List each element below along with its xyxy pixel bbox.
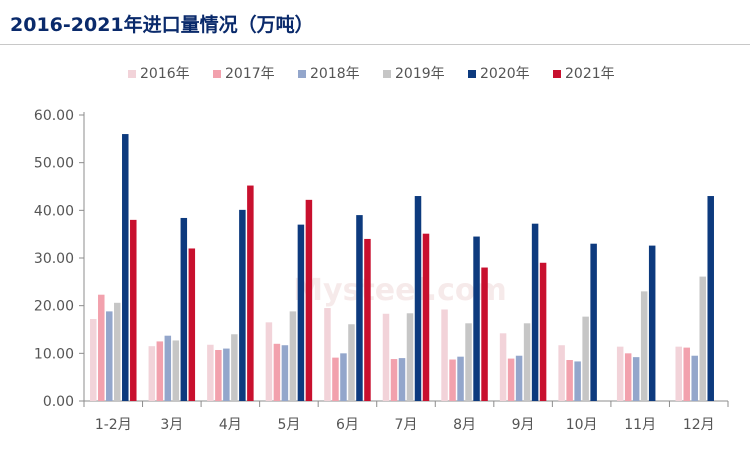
y-tick-label: 30.00 [34, 251, 74, 267]
bar [207, 344, 214, 401]
bar [574, 361, 581, 401]
legend-swatch [553, 70, 561, 78]
bar [683, 347, 690, 401]
bar [265, 322, 273, 401]
x-tick-label: 6月 [336, 417, 359, 433]
y-tick-label: 10.00 [34, 346, 74, 362]
bar [348, 324, 355, 401]
bar [90, 319, 97, 401]
legend-swatch [383, 70, 391, 78]
bar [130, 219, 137, 401]
y-tick-label: 60.00 [34, 108, 74, 124]
legend-label: 2021年 [565, 66, 615, 82]
bar [457, 356, 464, 401]
bar [481, 267, 488, 401]
chart-title: 2016-2021年进口量情况（万吨） [10, 14, 314, 36]
legend-swatch [128, 70, 136, 78]
x-tick-label: 9月 [512, 417, 535, 433]
bar [188, 248, 196, 401]
x-tick-label: 11月 [624, 417, 656, 433]
bar [382, 313, 390, 401]
legend-label: 2019年 [395, 66, 445, 82]
bar [297, 224, 305, 401]
bar [558, 345, 565, 401]
bar [473, 236, 480, 401]
bar [390, 359, 398, 401]
legend-label: 2020年 [480, 66, 530, 82]
bar [324, 308, 331, 401]
x-tick-label: 10月 [566, 417, 598, 433]
bar [465, 323, 472, 401]
x-tick-label: 8月 [453, 417, 476, 433]
bar [114, 302, 121, 401]
x-tick-label: 5月 [277, 417, 300, 433]
bar [422, 233, 430, 401]
bar [332, 357, 339, 401]
bar [106, 311, 113, 401]
bar [523, 323, 531, 401]
bar [223, 348, 230, 401]
bar [648, 245, 656, 401]
bar [172, 340, 180, 401]
bar [180, 217, 188, 401]
bar [515, 355, 523, 401]
legend-swatch [213, 70, 221, 78]
x-tick-label: 1-2月 [95, 417, 132, 433]
bar [148, 346, 156, 401]
bar [414, 196, 422, 401]
y-tick-label: 0.00 [43, 394, 74, 410]
legend-label: 2016年 [140, 66, 190, 82]
bar [590, 243, 597, 401]
bar [582, 316, 589, 401]
y-tick-label: 20.00 [34, 299, 74, 315]
bar [231, 334, 238, 401]
y-tick-label: 50.00 [34, 156, 74, 172]
bar [340, 353, 347, 401]
bar [640, 291, 648, 401]
bar [281, 345, 289, 401]
bar [356, 215, 363, 401]
bar [691, 355, 698, 401]
bar [675, 346, 682, 401]
x-tick-label: 4月 [219, 417, 242, 433]
bar [156, 341, 164, 401]
bar [98, 294, 105, 401]
bar [707, 196, 714, 401]
bar [616, 346, 624, 401]
legend-label: 2018年 [310, 66, 360, 82]
bar [632, 357, 640, 401]
x-tick-label: 3月 [160, 417, 183, 433]
bar [406, 313, 414, 401]
y-tick-label: 40.00 [34, 203, 74, 219]
bar [531, 223, 539, 401]
bar [273, 343, 281, 401]
x-tick-label: 12月 [683, 417, 715, 433]
bar [247, 185, 254, 401]
bar [507, 358, 515, 401]
bar [499, 333, 507, 401]
bar [449, 359, 456, 401]
x-tick-label: 7月 [395, 417, 418, 433]
legend-swatch [298, 70, 306, 78]
bar [398, 358, 406, 401]
watermark-text: Mysteel.com [293, 273, 507, 308]
bar [699, 276, 706, 401]
bar [441, 309, 448, 401]
bar [122, 134, 129, 402]
legend-label: 2017年 [225, 66, 275, 82]
bar [239, 209, 246, 401]
bar [566, 360, 573, 401]
title-divider [0, 44, 750, 45]
bar [305, 199, 313, 401]
bar [289, 311, 297, 401]
bar [624, 353, 632, 401]
bar [164, 335, 172, 401]
bar [215, 349, 222, 401]
legend-swatch [468, 70, 476, 78]
bar [364, 238, 371, 401]
bar [539, 262, 547, 401]
